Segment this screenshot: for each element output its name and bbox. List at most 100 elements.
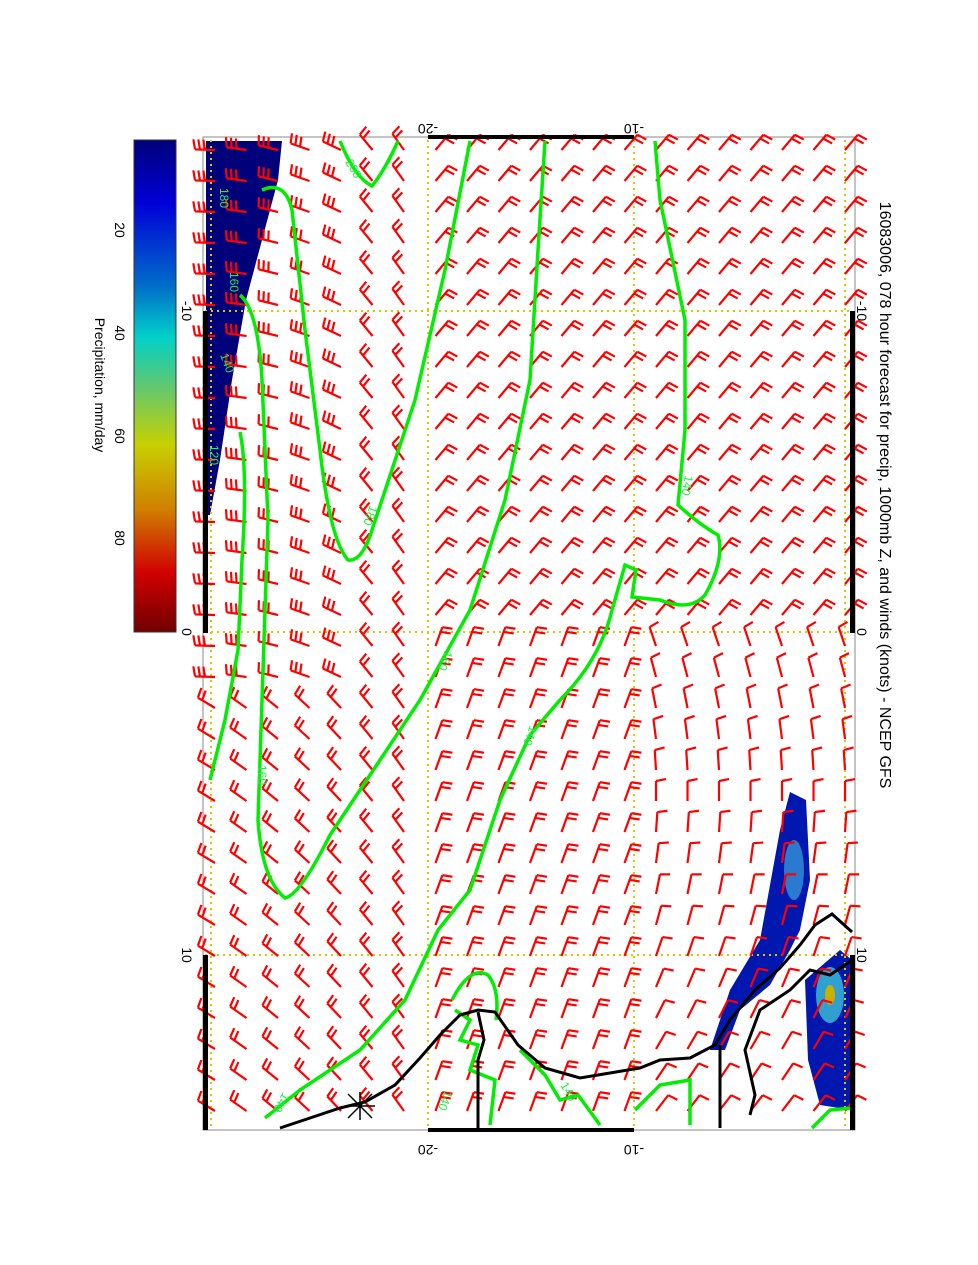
wind-barb xyxy=(654,967,674,988)
wind-barb xyxy=(321,317,342,337)
wind-barb xyxy=(653,746,665,771)
wind-barb xyxy=(434,688,453,709)
wind-barb xyxy=(686,164,710,182)
wind-barb xyxy=(560,350,584,368)
wind-barb xyxy=(654,841,669,864)
wind-barb xyxy=(326,901,342,926)
wind-barb xyxy=(528,657,548,678)
wind-barb xyxy=(685,746,697,771)
wind-barb xyxy=(224,571,247,586)
wind-barb xyxy=(560,998,579,1019)
wind-barb xyxy=(466,505,490,523)
wind-barb xyxy=(196,687,216,709)
wind-barb xyxy=(391,931,405,957)
wind-barb xyxy=(358,590,374,616)
wind-barb xyxy=(229,996,248,1019)
wind-barb xyxy=(358,125,374,151)
wind-barb xyxy=(749,904,766,926)
wind-barb xyxy=(529,505,553,523)
wind-barb xyxy=(655,288,679,306)
wind-barb xyxy=(560,905,579,926)
wind-barb xyxy=(497,657,516,678)
wind-barb xyxy=(812,195,836,213)
wind-barb xyxy=(321,410,342,430)
axis-tick-label: 10 xyxy=(854,947,870,963)
wind-barb xyxy=(812,598,836,616)
wind-barb xyxy=(560,1060,579,1081)
axis-tick-label: -10 xyxy=(854,301,870,321)
wind-barb xyxy=(718,257,742,275)
wind-barb xyxy=(391,311,405,337)
wind-barb xyxy=(686,1062,709,1081)
wind-barb xyxy=(807,652,818,678)
wind-barb xyxy=(623,350,647,368)
wind-barb xyxy=(591,998,611,1019)
wind-barb xyxy=(812,505,836,523)
wind-barb xyxy=(391,962,405,988)
axis-bar xyxy=(428,1128,634,1132)
wind-barb xyxy=(326,994,342,1019)
wind-barb xyxy=(781,443,805,461)
wind-barb xyxy=(434,567,458,585)
wind-barb xyxy=(293,1026,311,1050)
wind-barb xyxy=(326,963,342,988)
colorbar-tick-labels: 20 40 60 80 xyxy=(112,222,128,546)
wind-barb xyxy=(289,412,310,431)
wind-barb xyxy=(718,443,742,461)
wind-barb xyxy=(560,657,579,678)
wind-barb xyxy=(434,874,453,895)
wind-barb xyxy=(358,373,374,399)
wind-barb xyxy=(358,869,374,895)
wind-barb xyxy=(466,350,490,368)
wind-barb xyxy=(837,621,848,647)
wind-barb xyxy=(686,319,710,337)
wind-barb xyxy=(229,965,248,988)
wind-barb xyxy=(229,1058,248,1081)
wind-barb xyxy=(809,714,821,740)
wind-barb xyxy=(718,195,742,213)
wind-barb xyxy=(780,967,800,988)
wind-barb xyxy=(224,416,247,431)
contour-line xyxy=(263,140,722,1120)
wind-barb xyxy=(592,319,616,337)
wind-barb xyxy=(749,474,773,492)
wind-barb xyxy=(528,936,548,957)
wind-barb xyxy=(358,652,374,678)
wind-barb xyxy=(358,962,374,988)
axis-tick-label: 0 xyxy=(854,628,870,636)
wind-barb xyxy=(718,505,742,523)
wind-barb xyxy=(293,933,311,957)
wind-barb xyxy=(718,999,739,1019)
wind-barb xyxy=(812,1062,835,1081)
wind-barb xyxy=(591,657,611,678)
contour-label: 180 xyxy=(360,504,380,528)
wind-barb xyxy=(749,412,773,430)
wind-barb xyxy=(261,747,279,771)
wind-barb xyxy=(196,780,216,802)
axis-bars xyxy=(203,135,855,1132)
wind-barb xyxy=(781,536,805,554)
wind-barb xyxy=(812,133,836,151)
wind-barb xyxy=(780,904,798,926)
wind-barb xyxy=(497,1060,516,1081)
wind-barb xyxy=(812,443,836,461)
wind-barb xyxy=(391,621,405,647)
wind-barb xyxy=(781,381,805,399)
wind-barb xyxy=(686,350,710,368)
wind-barb xyxy=(358,559,374,585)
wind-barb xyxy=(321,131,342,151)
wind-barb xyxy=(529,474,553,492)
wind-barb xyxy=(391,497,405,523)
wind-barb xyxy=(812,226,836,244)
wind-barb xyxy=(224,199,247,214)
wind-barb xyxy=(465,936,485,957)
wind-barb xyxy=(623,319,647,337)
wind-barb xyxy=(497,350,521,368)
wind-barb xyxy=(391,1024,405,1050)
wind-barb xyxy=(529,536,553,554)
wind-barb xyxy=(654,777,667,802)
wind-barb xyxy=(293,902,311,926)
wind-barb xyxy=(745,683,757,709)
wind-barb xyxy=(434,936,453,957)
